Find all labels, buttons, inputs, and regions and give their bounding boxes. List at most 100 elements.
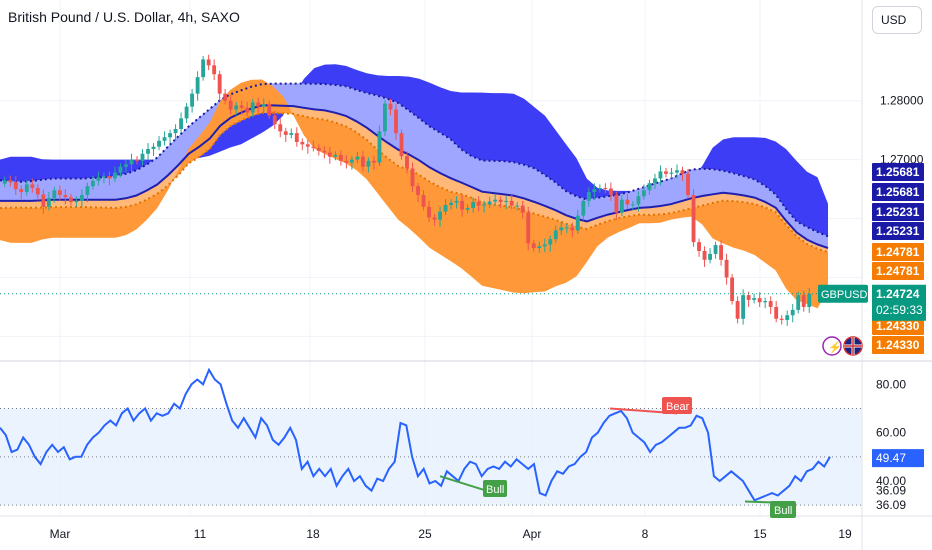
candle-body <box>168 133 172 138</box>
candle-body <box>41 194 46 207</box>
candle-body <box>344 160 349 163</box>
lower-band-outer-fill <box>0 79 828 309</box>
candle-body <box>195 77 200 94</box>
candle-body <box>234 105 239 110</box>
rsi-tick-label: 40.00 <box>876 474 906 488</box>
rsi-current-badge <box>872 449 924 468</box>
candle-body <box>261 104 266 107</box>
candle-body <box>57 190 62 195</box>
candle-body <box>697 242 701 251</box>
rsi-tick-label: 36.09 <box>876 498 906 512</box>
candle-body <box>410 168 415 187</box>
candle-body <box>355 156 360 160</box>
candle-body <box>294 133 299 142</box>
candle-body <box>586 192 591 201</box>
candle-body <box>801 295 806 307</box>
candle-body <box>691 195 696 243</box>
candle-body <box>724 259 729 278</box>
candle-body <box>680 170 685 174</box>
candle-body <box>399 133 404 157</box>
candle-body <box>113 172 117 179</box>
candle-body <box>140 153 145 161</box>
candle-body <box>146 149 150 154</box>
candle-body <box>421 195 426 207</box>
candle-body <box>201 59 206 78</box>
rsi-current-text: 49.47 <box>876 451 906 465</box>
candle-body <box>658 171 663 179</box>
candle-body <box>757 298 762 303</box>
candle-body <box>603 187 608 189</box>
candle-body <box>526 212 531 244</box>
candle-body <box>366 160 371 167</box>
candle-body <box>504 200 509 203</box>
candle-body <box>217 74 222 94</box>
candle-body <box>135 159 139 161</box>
time-axis-label: Apr <box>523 527 542 541</box>
candle-body <box>768 301 773 307</box>
candle-body <box>520 205 525 213</box>
candle-body <box>465 207 470 210</box>
candle-body <box>96 177 101 181</box>
candle-body <box>90 180 95 187</box>
candle-body <box>559 227 564 231</box>
candle-body <box>124 164 128 167</box>
candle-body <box>129 159 134 165</box>
candle-body <box>653 178 657 184</box>
candle-body <box>619 199 624 213</box>
candle-body <box>162 137 167 141</box>
candle-body <box>487 201 492 205</box>
candle-body <box>471 202 476 208</box>
candle-body <box>719 245 724 260</box>
rsi-line <box>0 367 831 502</box>
candle-body <box>438 211 442 220</box>
price-label-upper-bg <box>872 183 924 201</box>
bull-signal-2: Bull <box>774 505 792 517</box>
bull-signal-1-bg <box>483 480 507 497</box>
candle-body <box>779 318 784 320</box>
candle-body <box>476 202 481 206</box>
candle-body <box>250 102 255 113</box>
bull-signal-2-bg <box>770 501 796 518</box>
candle-body <box>509 200 514 206</box>
price-label-upper: 1.25681 <box>876 185 920 199</box>
price-label-lower: 1.24330 <box>876 319 920 333</box>
candle-body <box>360 156 365 167</box>
upper-dotted-line <box>0 82 829 238</box>
candle-body <box>338 154 343 161</box>
candle-body <box>449 202 454 206</box>
candle-body <box>394 109 398 134</box>
candle-body <box>531 243 536 249</box>
candle-body <box>267 104 272 116</box>
candle-body <box>377 131 382 163</box>
candle-body <box>300 141 305 145</box>
candle-body <box>608 188 613 195</box>
candle-body <box>636 196 641 205</box>
candle-body <box>79 195 84 201</box>
price-tick-label: 1.28000 <box>880 94 924 108</box>
candle-body <box>228 100 233 110</box>
candle-body <box>553 230 558 240</box>
candle-body <box>24 184 29 193</box>
candle-body <box>746 295 751 300</box>
candle-body <box>223 93 228 101</box>
candle-body <box>118 166 123 173</box>
candle-body <box>686 173 690 195</box>
upper-band-outer-fill <box>0 64 828 237</box>
price-label-lower-bg <box>872 317 924 335</box>
price-label-upper: 1.25681 <box>876 165 920 179</box>
candle-body <box>311 146 316 148</box>
price-label-lower-bg <box>872 243 924 261</box>
candle-body <box>763 301 768 303</box>
price-label-upper-bg <box>872 203 924 221</box>
time-axis-label: 8 <box>642 527 649 541</box>
bull-signal-1: Bull <box>486 484 504 496</box>
symbol-title: British Pound / U.S. Dollar, 4h, SAXO <box>8 9 240 25</box>
price-label-lower-bg <box>872 262 924 280</box>
currency-button[interactable]: USD <box>872 6 922 34</box>
candlesticks <box>2 54 812 326</box>
candle-body <box>74 200 79 203</box>
candle-body <box>322 150 327 153</box>
candle-body <box>173 129 178 134</box>
candle-body <box>752 298 757 300</box>
